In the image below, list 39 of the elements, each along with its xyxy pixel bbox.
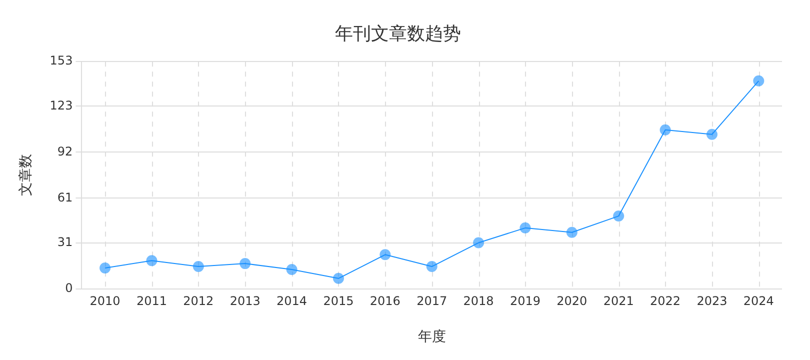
point — [473, 237, 484, 248]
x-tick-label: 2017 — [416, 294, 448, 308]
x-axis-title: 年度 — [418, 329, 446, 346]
point — [660, 124, 671, 136]
y-axis-title: 文章数 — [18, 154, 34, 196]
point — [613, 210, 624, 222]
x-tick-label: 2010 — [90, 294, 120, 308]
x-tick-label: 2018 — [463, 294, 494, 308]
y-tick-label: 61 — [57, 190, 73, 204]
point — [706, 128, 718, 140]
point — [192, 261, 204, 272]
point — [286, 264, 298, 275]
x-tick-label: 2022 — [650, 294, 681, 308]
point — [426, 261, 438, 272]
x-tick-label: 2014 — [276, 294, 308, 308]
x-tick-label: 2020 — [556, 294, 588, 308]
point — [380, 249, 391, 260]
point — [520, 222, 531, 234]
x-tick-label: 2012 — [183, 294, 214, 308]
point — [753, 75, 764, 86]
point — [100, 262, 111, 274]
x-tick-label: 2013 — [230, 294, 260, 308]
point — [146, 255, 158, 266]
y-tick-label: 0 — [65, 280, 73, 295]
y-tick-label: 31 — [57, 234, 73, 249]
y-tick-label: 123 — [50, 98, 73, 112]
point — [240, 258, 251, 270]
chart-title: 年刊文章数趋势 — [335, 23, 461, 44]
x-tick-label: 2023 — [696, 294, 728, 308]
point — [566, 226, 578, 238]
x-tick-label: 2024 — [743, 294, 774, 308]
x-tick-label: 2011 — [136, 294, 168, 308]
x-tick-label: 2021 — [603, 294, 634, 308]
y-tick-label: 153 — [50, 54, 73, 68]
x-tick-label: 2019 — [510, 294, 540, 308]
x-tick-label: 2016 — [370, 294, 400, 308]
y-tick-label: 92 — [57, 144, 73, 158]
point — [332, 272, 344, 284]
x-tick-label: 2015 — [323, 294, 354, 308]
